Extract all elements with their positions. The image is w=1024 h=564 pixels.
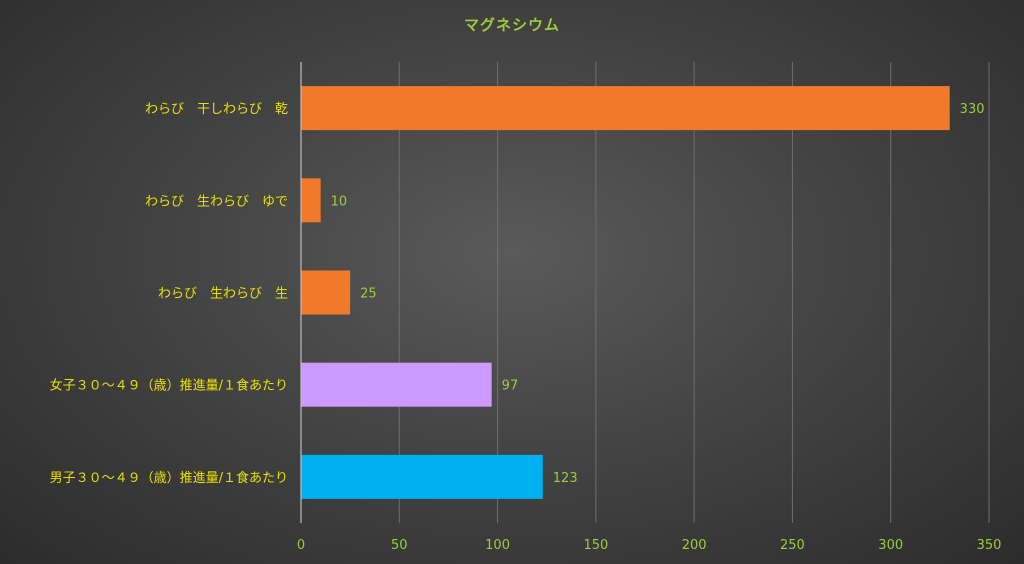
- bar: [301, 178, 321, 223]
- x-tick-label: 250: [780, 538, 805, 553]
- category-label: 男子３０〜４９（歳）推進量/１食あたり: [50, 470, 288, 486]
- data-label: 10: [331, 194, 348, 209]
- chart-title: マグネシウム: [464, 16, 560, 34]
- category-label: わらび 生わらび ゆで: [145, 194, 288, 209]
- x-axis-ticks: 0 50 100 150 200 250 300 350: [297, 538, 1002, 553]
- category-label: 女子３０〜４９（歳）推進量/１食あたり: [50, 378, 288, 394]
- x-tick-label: 350: [977, 538, 1002, 553]
- bar: [301, 270, 351, 315]
- bar: [301, 454, 543, 499]
- value-labels: 330 10 25 97 123: [331, 102, 985, 486]
- data-label: 25: [360, 287, 377, 302]
- data-label: 123: [553, 471, 578, 486]
- data-label: 330: [960, 102, 985, 117]
- grid-lines: [398, 62, 990, 523]
- bars: [301, 86, 950, 499]
- x-tick-label: 150: [583, 538, 608, 553]
- x-tick-label: 100: [485, 538, 510, 553]
- bar: [301, 362, 492, 407]
- data-label: 97: [502, 379, 519, 394]
- x-tick-label: 50: [391, 538, 408, 553]
- category-label: わらび 生わらび 生: [158, 287, 288, 302]
- category-label: わらび 干しわらび 乾: [145, 102, 288, 117]
- bar: [301, 86, 950, 131]
- x-tick-label: 200: [682, 538, 707, 553]
- x-tick-label: 0: [297, 538, 305, 553]
- x-tick-label: 300: [878, 538, 903, 553]
